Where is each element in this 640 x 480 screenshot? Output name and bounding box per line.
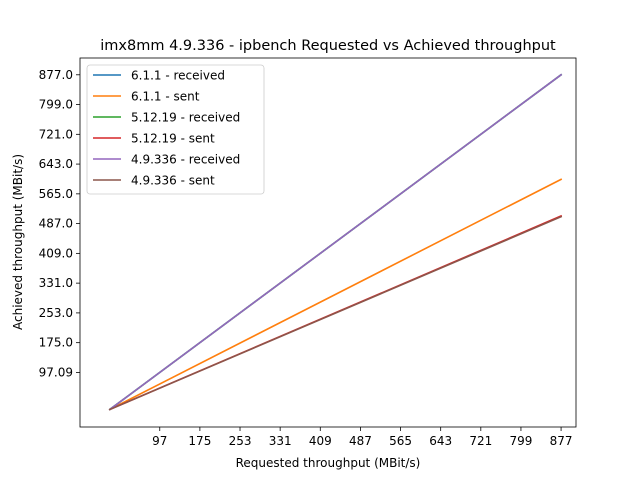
- y-tick-label: 487.0: [39, 217, 73, 231]
- y-tick-label: 799.0: [39, 98, 73, 112]
- y-tick-label: 721.0: [39, 127, 73, 141]
- y-axis: 97.09 175.0 253.0 331.0 409.0 487.0 565.0 643.0…: [39, 68, 80, 379]
- x-tick-label: 487: [349, 434, 372, 448]
- y-tick-label: 565.0: [39, 187, 73, 201]
- legend-label-5: 4.9.336 - sent: [131, 174, 215, 188]
- x-tick-label: 565: [389, 434, 412, 448]
- y-tick-label: 643.0: [39, 157, 73, 171]
- series-line-1: [108, 178, 563, 411]
- legend-label-0: 6.1.1 - received: [131, 69, 225, 83]
- legend-label-1: 6.1.1 - sent: [131, 90, 200, 104]
- legend-label-3: 5.12.19 - sent: [131, 132, 215, 146]
- x-tick-label: 799: [509, 434, 532, 448]
- x-tick-label: 175: [188, 434, 211, 448]
- x-axis-label: Requested throughput (MBit/s): [236, 456, 421, 470]
- legend-label-4: 4.9.336 - received: [131, 153, 240, 167]
- x-tick-label: 253: [229, 434, 252, 448]
- legend: 6.1.1 - received 6.1.1 - sent 5.12.19 - re…: [86, 64, 265, 195]
- y-tick-label: 175.0: [39, 336, 73, 350]
- series-layer: [108, 73, 563, 411]
- legend-label-2: 5.12.19 - received: [131, 111, 240, 125]
- y-axis-label: Achieved throughput (MBit/s): [11, 154, 25, 330]
- series-line-4: [108, 73, 563, 411]
- x-tick-label: 331: [269, 434, 292, 448]
- chart-title: imx8mm 4.9.336 - ipbench Requested vs Ac…: [100, 38, 556, 54]
- x-tick-label: 643: [429, 434, 452, 448]
- plot-frame: [79, 57, 577, 428]
- y-tick-label: 97.09: [39, 365, 73, 379]
- legend-box: [86, 64, 265, 195]
- y-tick-label: 253.0: [39, 306, 73, 320]
- y-tick-label: 331.0: [39, 276, 73, 290]
- x-axis: 97 175 253 331 409 487 565 643 721 799 877: [152, 427, 573, 448]
- x-tick-label: 97: [152, 434, 167, 448]
- x-tick-label: 721: [469, 434, 492, 448]
- series-line-5: [108, 215, 563, 411]
- x-tick-label: 877: [550, 434, 573, 448]
- y-tick-label: 877.0: [39, 68, 73, 82]
- x-tick-label: 409: [309, 434, 332, 448]
- y-tick-label: 409.0: [39, 246, 73, 260]
